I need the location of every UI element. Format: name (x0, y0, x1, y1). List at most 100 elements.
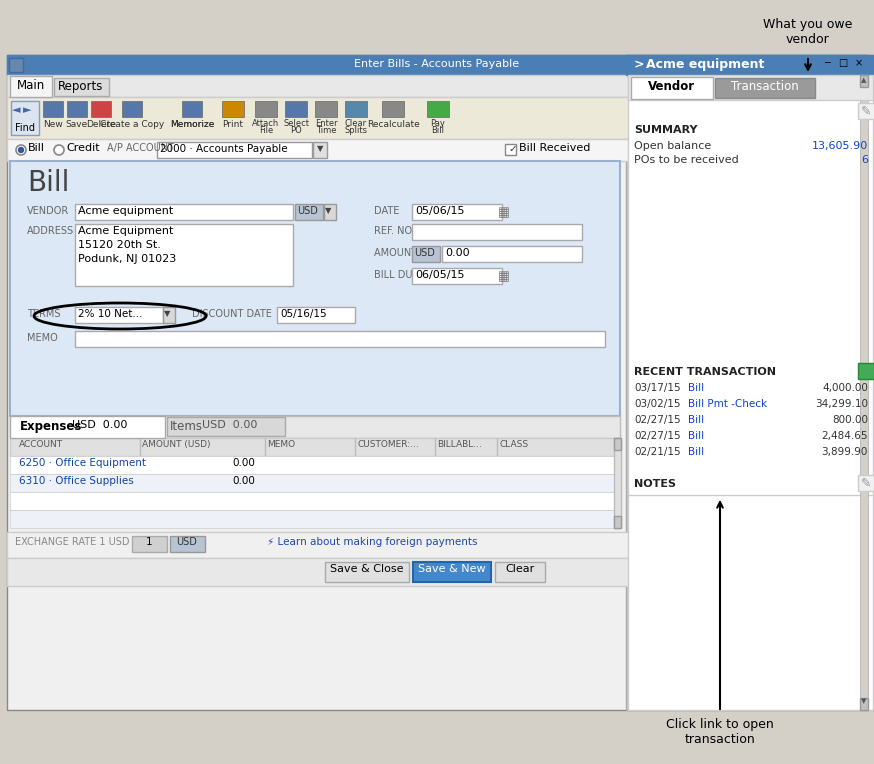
Bar (858, 103, 874, 119)
Bar (11, 101, 39, 135)
Text: CUSTOMER:...: CUSTOMER:... (357, 440, 419, 449)
Bar (412, 268, 502, 284)
Circle shape (18, 147, 24, 153)
Text: Main: Main (17, 79, 45, 92)
Bar (412, 224, 582, 240)
Text: MEMO: MEMO (267, 440, 295, 449)
Bar (75, 204, 293, 220)
Bar (345, 101, 367, 117)
Bar (413, 562, 491, 582)
Text: MEMO: MEMO (27, 333, 58, 343)
Text: Bill Pmt -Check: Bill Pmt -Check (688, 399, 767, 409)
Circle shape (16, 145, 26, 155)
Bar (442, 246, 582, 262)
Text: RECENT TRANSACTION: RECENT TRANSACTION (634, 367, 776, 377)
Text: ▼: ▼ (316, 144, 323, 153)
Text: PO: PO (290, 126, 302, 135)
Bar (255, 101, 277, 117)
Text: ⚡ Learn about making foreign payments: ⚡ Learn about making foreign payments (267, 537, 477, 547)
Bar (132, 536, 167, 552)
Text: 02/27/15: 02/27/15 (634, 415, 681, 425)
Text: USD  0.00: USD 0.00 (72, 420, 128, 430)
Bar (7, 532, 868, 558)
Text: 03/02/15: 03/02/15 (634, 399, 681, 409)
Text: 2,484.65: 2,484.65 (822, 431, 868, 441)
Text: USD: USD (297, 206, 318, 216)
Bar (10, 474, 620, 492)
Bar (7, 139, 868, 161)
Bar (91, 101, 111, 117)
Bar (860, 75, 868, 710)
Text: 03/17/15: 03/17/15 (634, 383, 681, 393)
Bar (614, 438, 621, 528)
Bar (122, 101, 142, 117)
Text: 02/21/15: 02/21/15 (634, 447, 681, 457)
Text: 6250 · Office Equipment: 6250 · Office Equipment (19, 458, 146, 468)
Text: Reports: Reports (59, 80, 104, 93)
Text: 0.00: 0.00 (232, 458, 255, 468)
Text: Splits: Splits (344, 126, 367, 135)
Text: USD  0.00: USD 0.00 (202, 420, 257, 430)
Text: AMOUNT DUE: AMOUNT DUE (374, 248, 441, 258)
Text: 6: 6 (861, 155, 868, 165)
Text: ▦: ▦ (498, 270, 510, 283)
Text: ▼: ▼ (861, 698, 867, 704)
Text: Bill: Bill (688, 383, 704, 393)
Bar (852, 57, 866, 73)
Bar (858, 475, 874, 491)
Text: Time: Time (316, 126, 336, 135)
Text: 2% 10 Net...: 2% 10 Net... (78, 309, 142, 319)
Text: 0.00: 0.00 (232, 476, 255, 486)
Text: Find: Find (15, 123, 35, 133)
Text: Pay: Pay (431, 119, 446, 128)
Bar (10, 492, 620, 510)
Bar (285, 101, 307, 117)
Bar (858, 363, 874, 379)
Bar (7, 97, 868, 139)
Bar (626, 55, 874, 75)
Bar (67, 101, 87, 117)
Text: 02/27/15: 02/27/15 (634, 431, 681, 441)
Text: Bill: Bill (28, 143, 45, 153)
Text: >: > (634, 58, 644, 71)
Text: ✓: ✓ (508, 144, 517, 154)
Text: Bill Received: Bill Received (519, 143, 590, 153)
Text: Bill: Bill (688, 415, 704, 425)
Text: Acme equipment: Acme equipment (646, 58, 765, 71)
Text: Podunk, NJ 01023: Podunk, NJ 01023 (78, 254, 177, 264)
Bar (54, 78, 109, 96)
Bar (715, 78, 815, 98)
Bar (75, 331, 605, 347)
Circle shape (54, 145, 64, 155)
Bar (295, 204, 323, 220)
Bar (7, 558, 868, 586)
Text: ×: × (855, 58, 863, 68)
Text: 15120 20th St.: 15120 20th St. (78, 240, 161, 250)
Text: Vendor: Vendor (649, 80, 696, 93)
Bar (163, 307, 175, 323)
Bar (313, 142, 327, 158)
Text: Expenses: Expenses (20, 420, 82, 433)
Text: 4,000.00: 4,000.00 (822, 383, 868, 393)
Bar (277, 307, 355, 323)
Text: DATE: DATE (374, 206, 399, 216)
Text: Items: Items (170, 420, 203, 433)
Bar (505, 144, 516, 155)
Text: DISCOUNT DATE: DISCOUNT DATE (192, 309, 272, 319)
Text: EXCHANGE RATE 1 USD =: EXCHANGE RATE 1 USD = (15, 537, 141, 547)
Bar (324, 204, 336, 220)
Text: Open balance: Open balance (634, 141, 711, 151)
Text: 0.00: 0.00 (445, 248, 469, 258)
Text: Clear: Clear (505, 564, 535, 574)
Text: NOTES: NOTES (634, 479, 676, 489)
Text: Bill: Bill (688, 447, 704, 457)
Text: CLASS: CLASS (499, 440, 528, 449)
Bar (820, 57, 834, 73)
Bar (10, 76, 52, 97)
Bar (860, 75, 868, 87)
Text: REF. NO.: REF. NO. (374, 226, 415, 236)
Bar (10, 161, 620, 416)
Bar (9, 58, 23, 72)
Text: SUMMARY: SUMMARY (634, 125, 697, 135)
Text: Save & New: Save & New (418, 564, 486, 574)
